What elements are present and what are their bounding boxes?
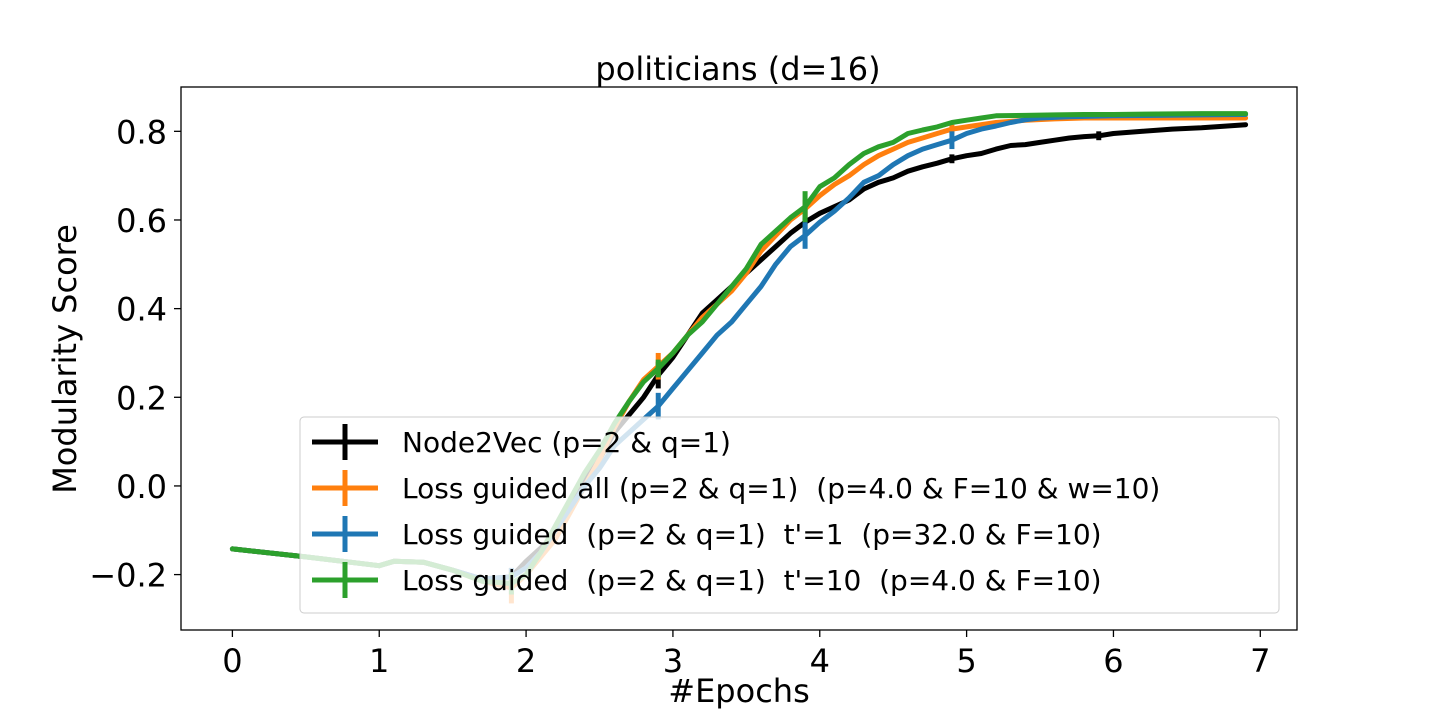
x-tick-label: 6 bbox=[1103, 642, 1123, 680]
legend-label: Loss guided (p=2 & q=1) t'=1 (p=32.0 & F… bbox=[402, 518, 1102, 551]
legend-label: Node2Vec (p=2 & q=1) bbox=[402, 426, 731, 459]
y-tick-label: 0.6 bbox=[116, 202, 167, 240]
legend-label: Loss guided all (p=2 & q=1) (p=4.0 & F=1… bbox=[402, 472, 1160, 505]
x-axis: 0 1 2 3 4 5 6 7 bbox=[222, 630, 1270, 680]
legend-entry-0: Node2Vec (p=2 & q=1) bbox=[312, 424, 731, 460]
y-tick-label: 0.2 bbox=[116, 379, 167, 417]
x-tick-label: 7 bbox=[1250, 642, 1270, 680]
legend-entry-3: Loss guided (p=2 & q=1) t'=10 (p=4.0 & F… bbox=[312, 562, 1102, 598]
chart-title: politicians (d=16) bbox=[595, 50, 880, 88]
legend-frame bbox=[299, 416, 1280, 614]
y-axis: −0.2 0.0 0.2 0.4 0.6 0.8 bbox=[89, 113, 181, 595]
legend-label: Loss guided (p=2 & q=1) t'=10 (p=4.0 & F… bbox=[402, 564, 1102, 597]
x-tick-label: 4 bbox=[810, 642, 830, 680]
y-tick-label: 0.0 bbox=[116, 468, 167, 506]
x-tick-label: 1 bbox=[369, 642, 389, 680]
plot-area-frame bbox=[180, 86, 1298, 631]
legend-entry-2: Loss guided (p=2 & q=1) t'=1 (p=32.0 & F… bbox=[312, 516, 1102, 552]
x-tick-label: 5 bbox=[956, 642, 976, 680]
x-tick-label: 3 bbox=[663, 642, 683, 680]
y-tick-label: 0.4 bbox=[116, 291, 167, 329]
legend: Node2Vec (p=2 & q=1) Loss guided all (p=2… bbox=[299, 416, 1280, 614]
y-axis-title: Modularity Score bbox=[46, 224, 84, 494]
y-tick-label: 0.8 bbox=[116, 113, 167, 151]
x-axis-title: #Epochs bbox=[668, 672, 809, 710]
legend-entry-1: Loss guided all (p=2 & q=1) (p=4.0 & F=1… bbox=[312, 470, 1160, 506]
x-tick-label: 0 bbox=[222, 642, 242, 680]
y-tick-label: −0.2 bbox=[89, 557, 167, 595]
x-tick-label: 2 bbox=[516, 642, 536, 680]
